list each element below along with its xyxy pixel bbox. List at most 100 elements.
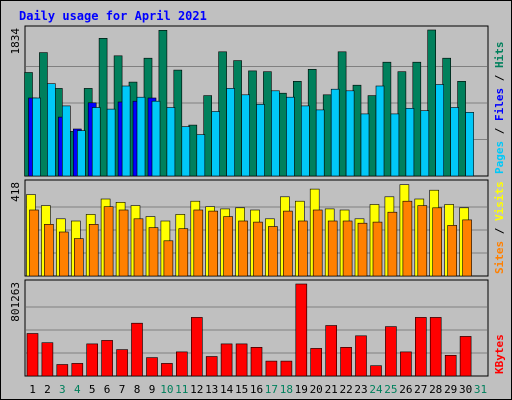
bar-pages [181,126,191,177]
bar-pages [330,88,340,177]
bar-kbytes [146,357,158,377]
bar-sites [312,209,323,277]
x-tick-label: 29 [444,383,457,396]
x-tick-label: 3 [59,383,66,396]
panel-legend: Pages / Files / Hits [493,42,506,175]
x-tick-label: 26 [399,383,412,396]
series-kbytes [26,283,472,377]
bar-sites [253,221,263,277]
bar-pages [286,96,295,177]
bar-hits [98,37,108,177]
bar-kbytes [385,326,397,377]
bar-kbytes [161,363,173,377]
bar-pages [360,113,370,177]
series-sites [29,200,472,277]
x-tick-label: 7 [119,383,126,396]
bar-sites [223,216,233,277]
legend-entry: / [493,121,506,141]
bar-pages [435,84,445,177]
bar-pages [77,130,86,177]
x-tick-label: 21 [325,383,338,396]
legend-entry: Files [493,88,506,121]
bar-pages [315,109,325,177]
bar-pages [226,88,235,177]
bar-kbytes [71,363,84,377]
x-tick-label: 9 [149,383,156,396]
bar-sites [74,238,84,277]
panel-hits-files-pages: 1834 Pages / Files / Hits [9,25,506,177]
x-tick-label: 19 [295,383,308,396]
x-tick-label: 8 [134,383,141,396]
bar-kbytes [370,365,382,377]
bar-pages [345,90,355,177]
bar-sites [387,211,398,277]
bar-kbytes [355,335,367,377]
x-tick-label: 16 [250,383,263,396]
bar-sites [447,225,458,277]
bar-kbytes [459,336,472,377]
bar-pages [196,134,206,177]
x-tick-label: 23 [354,383,367,396]
x-tick-label: 15 [235,383,248,396]
bar-kbytes [414,317,427,377]
x-tick-label: 28 [429,383,442,396]
x-tick-label: 17 [265,383,278,396]
bar-pages [271,90,280,177]
legend-entry: / [493,221,506,241]
x-tick-label: 30 [459,383,472,396]
bar-kbytes [131,322,143,377]
panel-max-label: 418 [9,182,22,202]
bar-sites [208,210,218,277]
x-tick-label: 14 [220,383,234,396]
bar-pages [256,104,265,177]
series-pages [32,83,474,177]
panel-kbytes: 801263 KBytes [9,279,506,377]
bar-pages [151,100,161,177]
bar-kbytes [310,348,323,377]
bar-kbytes [235,343,248,377]
x-tick-label: 24 [369,383,383,396]
bar-pages [241,94,250,177]
bar-pages [450,107,460,177]
bar-kbytes [205,356,218,377]
bar-pages [465,112,474,177]
x-tick-label: 20 [310,383,323,396]
bar-sites [327,220,338,277]
x-tick-label: 22 [339,383,352,396]
bar-kbytes [444,354,457,377]
bar-sites [178,228,189,277]
bar-pages [166,107,176,177]
bar-pages [375,85,385,177]
bar-sites [432,207,443,277]
x-tick-label: 10 [160,383,173,396]
panel-visits-sites: 418 Sites / Visits [9,179,506,277]
legend-entry: / [493,68,506,88]
bar-kbytes [176,351,188,377]
bar-kbytes [340,346,352,377]
x-tick-label: 6 [104,383,111,396]
bar-sites [193,209,204,277]
legend-entry: Pages [493,141,506,174]
bar-kbytes [101,340,113,377]
bar-pages [32,97,41,177]
bar-sites [297,220,308,277]
bar-pages [300,105,310,177]
x-tick-label: 11 [175,383,188,396]
bar-sites [58,231,69,277]
bar-pages [61,105,71,177]
bar-sites [417,205,428,277]
legend-entry: Visits [493,181,506,221]
x-tick-label: 5 [89,383,96,396]
bar-kbytes [325,325,338,377]
bar-pages [405,108,415,177]
x-tick-label: 12 [190,383,203,396]
bar-sites [402,200,413,277]
x-tick-label: 1 [29,383,36,396]
x-tick-label: 25 [384,383,397,396]
bar-pages [91,107,101,177]
x-tick-label: 18 [280,383,293,396]
bar-sites [133,218,144,277]
bar-sites [44,224,54,277]
chart-panels: 1834 Pages / Files / Hits 418 Sites / Visit… [9,25,506,377]
